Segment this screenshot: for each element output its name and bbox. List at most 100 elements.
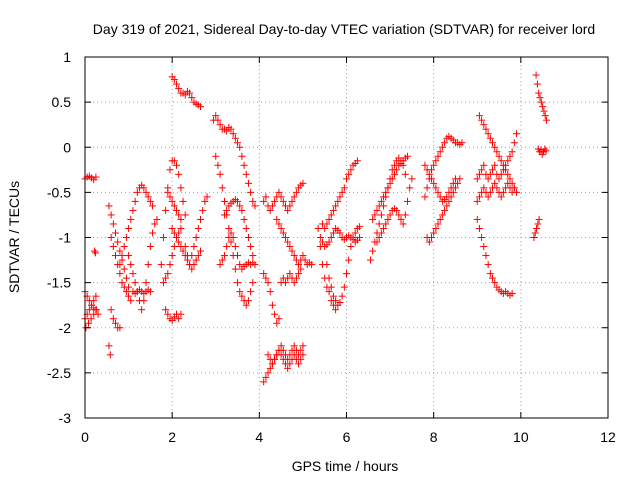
data-point xyxy=(493,184,501,192)
data-point xyxy=(451,175,459,183)
data-point xyxy=(247,288,255,296)
data-point xyxy=(142,188,150,196)
data-point xyxy=(116,270,124,278)
data-point xyxy=(251,202,259,210)
data-point xyxy=(106,351,114,359)
data-point xyxy=(170,229,178,237)
data-point xyxy=(247,188,255,196)
data-point xyxy=(423,166,431,174)
data-point xyxy=(395,211,403,219)
x-tick-label: 8 xyxy=(430,429,438,445)
data-point xyxy=(279,229,287,237)
data-point xyxy=(480,121,488,129)
data-point xyxy=(220,197,228,205)
data-point xyxy=(497,157,505,165)
data-point xyxy=(447,184,455,192)
data-point xyxy=(212,152,220,160)
data-point xyxy=(234,139,242,147)
data-point xyxy=(284,238,292,246)
data-point xyxy=(316,234,324,241)
data-point xyxy=(84,319,92,327)
data-point xyxy=(491,143,499,151)
data-point xyxy=(427,234,435,241)
data-point xyxy=(508,148,516,156)
data-point xyxy=(242,224,250,232)
data-point xyxy=(118,252,126,260)
data-point xyxy=(146,243,154,251)
data-point xyxy=(432,184,440,192)
data-point xyxy=(90,310,98,318)
data-point xyxy=(173,161,181,169)
data-point xyxy=(336,193,344,201)
data-point xyxy=(91,247,99,255)
data-point xyxy=(177,310,185,318)
data-point xyxy=(138,306,146,314)
data-point xyxy=(495,175,503,183)
data-point xyxy=(125,252,133,260)
data-point xyxy=(279,346,287,354)
data-point xyxy=(334,197,342,205)
data-point xyxy=(120,265,128,273)
data-point xyxy=(179,247,187,255)
data-point xyxy=(401,170,409,178)
data-point xyxy=(286,243,294,251)
data-point xyxy=(120,243,128,251)
data-point xyxy=(164,270,172,278)
y-tick-label: -3 xyxy=(59,410,72,426)
data-point xyxy=(168,252,176,260)
data-point xyxy=(236,143,244,151)
data-point xyxy=(177,215,185,223)
data-point xyxy=(116,324,124,332)
data-point xyxy=(484,193,492,201)
x-tick-label: 2 xyxy=(168,429,176,445)
data-point xyxy=(129,206,137,214)
data-point xyxy=(375,202,383,210)
data-point xyxy=(540,107,548,115)
data-point xyxy=(438,211,446,219)
data-point xyxy=(144,261,152,269)
data-point xyxy=(105,342,113,350)
data-point xyxy=(290,342,298,350)
data-point xyxy=(491,161,499,169)
data-point xyxy=(194,224,202,232)
data-point xyxy=(299,342,307,350)
data-point xyxy=(275,315,283,323)
data-points xyxy=(81,71,551,386)
data-point xyxy=(401,211,409,219)
data-point xyxy=(199,206,207,214)
data-point xyxy=(177,243,185,251)
data-point xyxy=(504,157,512,165)
data-point xyxy=(264,369,272,377)
data-point xyxy=(327,297,335,305)
data-point xyxy=(268,360,276,368)
data-point xyxy=(491,179,499,187)
data-point xyxy=(242,170,250,178)
data-point xyxy=(484,261,492,269)
data-point xyxy=(510,184,518,192)
data-point xyxy=(377,197,385,205)
x-axis-ticks: 0 2 4 6 8 10 12 xyxy=(81,57,616,445)
data-point xyxy=(240,161,248,169)
data-point xyxy=(421,193,429,201)
data-point xyxy=(353,157,361,165)
data-point xyxy=(295,270,303,278)
data-point xyxy=(129,270,137,278)
data-point xyxy=(268,202,276,210)
data-point xyxy=(340,184,348,192)
data-point xyxy=(196,215,204,223)
data-point xyxy=(480,184,488,192)
data-point xyxy=(493,148,501,156)
data-point xyxy=(475,193,483,201)
data-point xyxy=(144,193,152,201)
data-point xyxy=(504,170,512,178)
data-point xyxy=(271,310,279,318)
data-point xyxy=(316,243,324,251)
data-point xyxy=(478,166,486,174)
data-point xyxy=(299,252,307,260)
data-point xyxy=(140,297,148,305)
data-point xyxy=(297,265,305,273)
data-point xyxy=(325,238,333,246)
data-point xyxy=(262,373,270,381)
data-point xyxy=(223,206,231,214)
data-point xyxy=(275,220,283,228)
